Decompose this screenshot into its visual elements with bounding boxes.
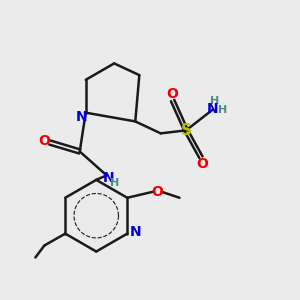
Text: O: O bbox=[167, 87, 178, 101]
Text: S: S bbox=[181, 123, 191, 138]
Text: N: N bbox=[207, 103, 219, 116]
Text: H: H bbox=[218, 105, 227, 116]
Text: N: N bbox=[130, 225, 142, 239]
Text: H: H bbox=[110, 178, 119, 188]
Text: O: O bbox=[151, 185, 163, 199]
Text: O: O bbox=[196, 157, 208, 171]
Text: N: N bbox=[102, 171, 114, 185]
Text: N: N bbox=[75, 110, 87, 124]
Text: O: O bbox=[38, 134, 50, 148]
Text: H: H bbox=[210, 96, 219, 106]
